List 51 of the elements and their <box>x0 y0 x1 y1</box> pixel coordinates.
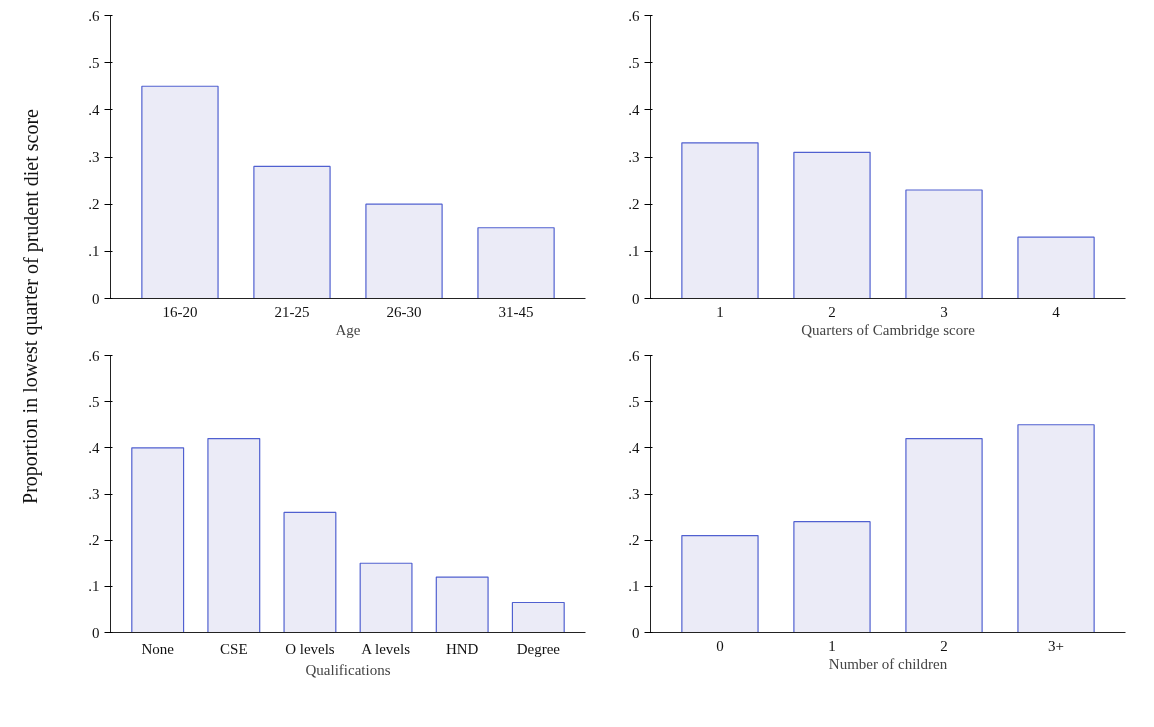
x-tick-label: 1 <box>828 637 836 654</box>
y-tick-label: .5 <box>628 54 640 71</box>
x-tick-label: 21-25 <box>274 303 310 320</box>
y-tick-label: 0 <box>92 290 100 307</box>
x-tick-label: 2 <box>828 303 836 320</box>
y-tick-label: 0 <box>632 290 640 307</box>
y-axis-title: Proportion in lowest quarter of prudent diet score <box>19 108 43 504</box>
y-tick-label: .2 <box>628 532 640 549</box>
x-tick-label: CSE <box>220 640 248 657</box>
x-tick-label: None <box>141 640 175 657</box>
y-tick-label: .6 <box>628 347 640 364</box>
y-tick-label: .3 <box>628 149 640 165</box>
x-axis-title: Number of children <box>828 655 948 672</box>
y-tick-label: .5 <box>628 393 640 410</box>
x-tick-label: 16-20 <box>162 303 198 320</box>
y-tick-label: .2 <box>88 532 100 549</box>
x-axis-title: Qualifications <box>305 661 391 678</box>
y-tick-label: .1 <box>628 578 640 595</box>
y-tick-label: .5 <box>88 54 100 71</box>
x-tick-label: 31-45 <box>498 303 534 320</box>
x-tick-label: A levels <box>361 640 411 657</box>
y-tick-label: 0 <box>632 624 640 641</box>
y-tick-label: 0 <box>92 624 100 641</box>
x-tick-label: 4 <box>1052 303 1061 320</box>
x-tick-label: 0 <box>716 637 724 654</box>
y-tick-label: .1 <box>88 243 100 260</box>
x-tick-label: 3 <box>940 303 948 320</box>
x-axis-title: Age <box>335 321 361 338</box>
x-tick-label: O levels <box>285 640 335 657</box>
y-tick-label: .6 <box>88 7 100 24</box>
y-tick-label: .4 <box>88 101 100 118</box>
y-tick-label: .3 <box>88 149 100 165</box>
x-tick-label: 1 <box>716 303 724 320</box>
y-tick-label: .1 <box>628 243 640 260</box>
y-tick-label: .2 <box>88 196 100 213</box>
x-tick-label: 26-30 <box>386 303 422 320</box>
y-tick-label: .5 <box>88 393 100 410</box>
y-tick-label: .3 <box>88 486 100 502</box>
y-tick-label: .4 <box>628 101 640 118</box>
x-axis-title: Quarters of Cambridge score <box>801 321 976 338</box>
x-tick-label: Degree <box>516 640 561 657</box>
y-tick-label: .4 <box>628 439 640 456</box>
y-tick-label: .4 <box>88 439 100 456</box>
y-tick-label: .2 <box>628 196 640 213</box>
y-tick-label: .3 <box>628 486 640 502</box>
y-tick-label: .1 <box>88 578 100 595</box>
x-tick-label: HND <box>445 640 479 657</box>
x-tick-label: 3+ <box>1048 637 1065 654</box>
x-tick-label: 2 <box>940 637 948 654</box>
y-tick-label: .6 <box>88 347 100 364</box>
y-tick-label: .6 <box>628 7 640 24</box>
